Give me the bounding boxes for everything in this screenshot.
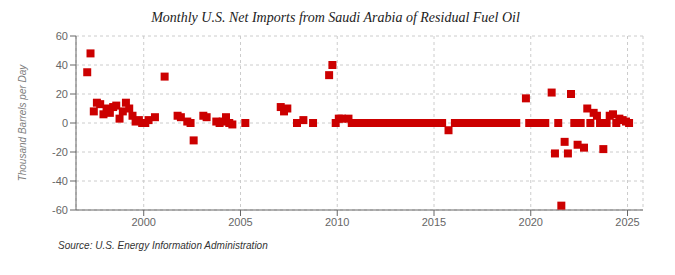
svg-text:2005: 2005	[228, 216, 252, 228]
svg-text:2015: 2015	[422, 216, 446, 228]
html-text:Source: U.S. Energy Informatio: Source: U.S. Energy Information Administ…	[58, 240, 268, 251]
svg-text:2025: 2025	[615, 216, 639, 228]
svg-text:0: 0	[62, 117, 68, 129]
svg-text:2000: 2000	[131, 216, 155, 228]
svg-text:20: 20	[56, 88, 68, 100]
html-text:Monthly U.S. Net Imports from: Monthly U.S. Net Imports from Saudi Arab…	[151, 10, 520, 25]
svg-text:60: 60	[56, 30, 68, 42]
svg-text:2020: 2020	[519, 216, 543, 228]
svg-text:-40: -40	[52, 175, 68, 187]
svg-text:40: 40	[56, 59, 68, 71]
svg-text:2010: 2010	[325, 216, 349, 228]
svg-text:-60: -60	[52, 204, 68, 216]
svg-text:-20: -20	[52, 146, 68, 158]
svg-text:Thousand Barrels per Day: Thousand Barrels per Day	[17, 64, 28, 182]
